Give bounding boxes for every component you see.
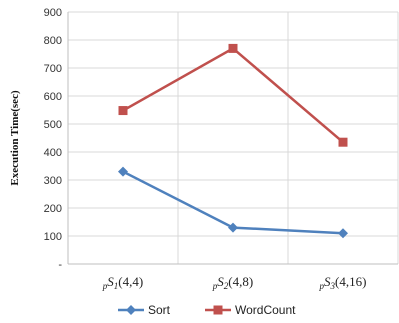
y-tick-label: 400 (44, 147, 62, 159)
data-point-marker (338, 228, 348, 239)
y-tick-label: 100 (44, 231, 62, 243)
series-sort (118, 166, 348, 239)
legend: Sort WordCount (118, 303, 296, 317)
legend-label: Sort (148, 303, 171, 317)
x-category-label: pS1(4,4) (102, 274, 143, 291)
data-point-marker (213, 305, 223, 315)
y-tick-label: - (58, 259, 62, 271)
legend-label: WordCount (235, 303, 296, 317)
x-category-label: pS3(4,16) (319, 274, 367, 291)
y-tick-label: 900 (44, 7, 62, 19)
y-tick-label: 800 (44, 35, 62, 47)
y-axis-label: Execution Time(sec) (9, 90, 21, 186)
data-point-marker (118, 106, 128, 116)
data-point-marker (228, 43, 238, 53)
data-point-marker (338, 137, 348, 147)
legend-item-sort: Sort (118, 303, 171, 317)
series-group (118, 43, 348, 239)
y-tick-label: 700 (44, 63, 62, 75)
y-axis-ticks: - 100 200 300 400 500 600 700 800 900 (44, 7, 63, 271)
legend-item-wordcount: WordCount (205, 303, 296, 317)
y-tick-label: 200 (44, 203, 62, 215)
series-wordcount (118, 43, 348, 147)
data-point-marker (126, 305, 136, 315)
series-line (122, 46, 344, 144)
data-point-marker (228, 222, 238, 233)
y-tick-label: 500 (44, 119, 62, 131)
x-category-label: pS2(4,8) (212, 274, 253, 291)
x-axis-categories: pS1(4,4) pS2(4,8) pS3(4,16) (102, 274, 367, 291)
y-tick-label: 300 (44, 175, 62, 187)
y-tick-label: 600 (44, 91, 62, 103)
gridlines (67, 11, 399, 265)
data-point-marker (118, 166, 128, 177)
